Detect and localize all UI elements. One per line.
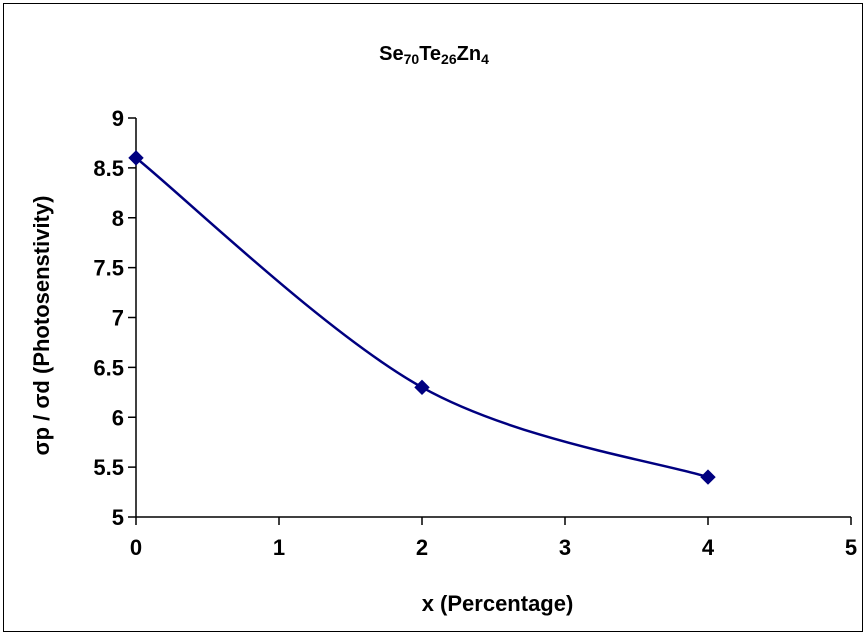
chart-title-part: Te xyxy=(419,43,441,65)
y-tick-label: 8.5 xyxy=(93,156,124,181)
x-tick-label: 1 xyxy=(273,535,285,560)
y-tick-label: 7 xyxy=(112,306,124,331)
y-tick-label: 6 xyxy=(112,405,124,430)
y-axis-title: σp / σd (Photosenstivity) xyxy=(29,196,54,456)
x-tick-label: 5 xyxy=(845,535,857,560)
series-line xyxy=(135,156,709,479)
chart-title-part: 4 xyxy=(481,51,489,67)
y-tick-label: 5.5 xyxy=(93,455,124,480)
x-tick-label: 2 xyxy=(416,535,428,560)
x-tick-label: 4 xyxy=(702,535,715,560)
data-point-marker xyxy=(128,150,144,166)
chart-title-part: Zn xyxy=(457,43,481,65)
y-axis: 5 5.5 6 6.5 7 7.5 8 8.5 9 xyxy=(93,106,137,530)
series-layer xyxy=(128,150,716,485)
chart-title-part: 70 xyxy=(404,51,420,67)
chart-title: Se70Te26Zn4 xyxy=(379,43,489,67)
data-point-marker xyxy=(414,379,430,396)
x-axis-title: x (Percentage) xyxy=(422,591,574,616)
y-tick-label: 7.5 xyxy=(93,256,124,281)
chart-frame xyxy=(3,3,863,632)
x-tick-label: 3 xyxy=(559,535,571,560)
data-point-marker xyxy=(700,469,716,485)
y-tick-label: 8 xyxy=(112,206,124,231)
y-tick-label: 6.5 xyxy=(93,355,124,380)
chart-title-part: 26 xyxy=(441,51,457,67)
x-axis: 0 1 2 3 4 5 xyxy=(130,516,857,560)
y-tick-label: 9 xyxy=(112,106,124,131)
x-tick-label: 0 xyxy=(130,535,142,560)
y-tick-label: 5 xyxy=(112,505,124,530)
chart-title-part: Se xyxy=(379,43,403,65)
